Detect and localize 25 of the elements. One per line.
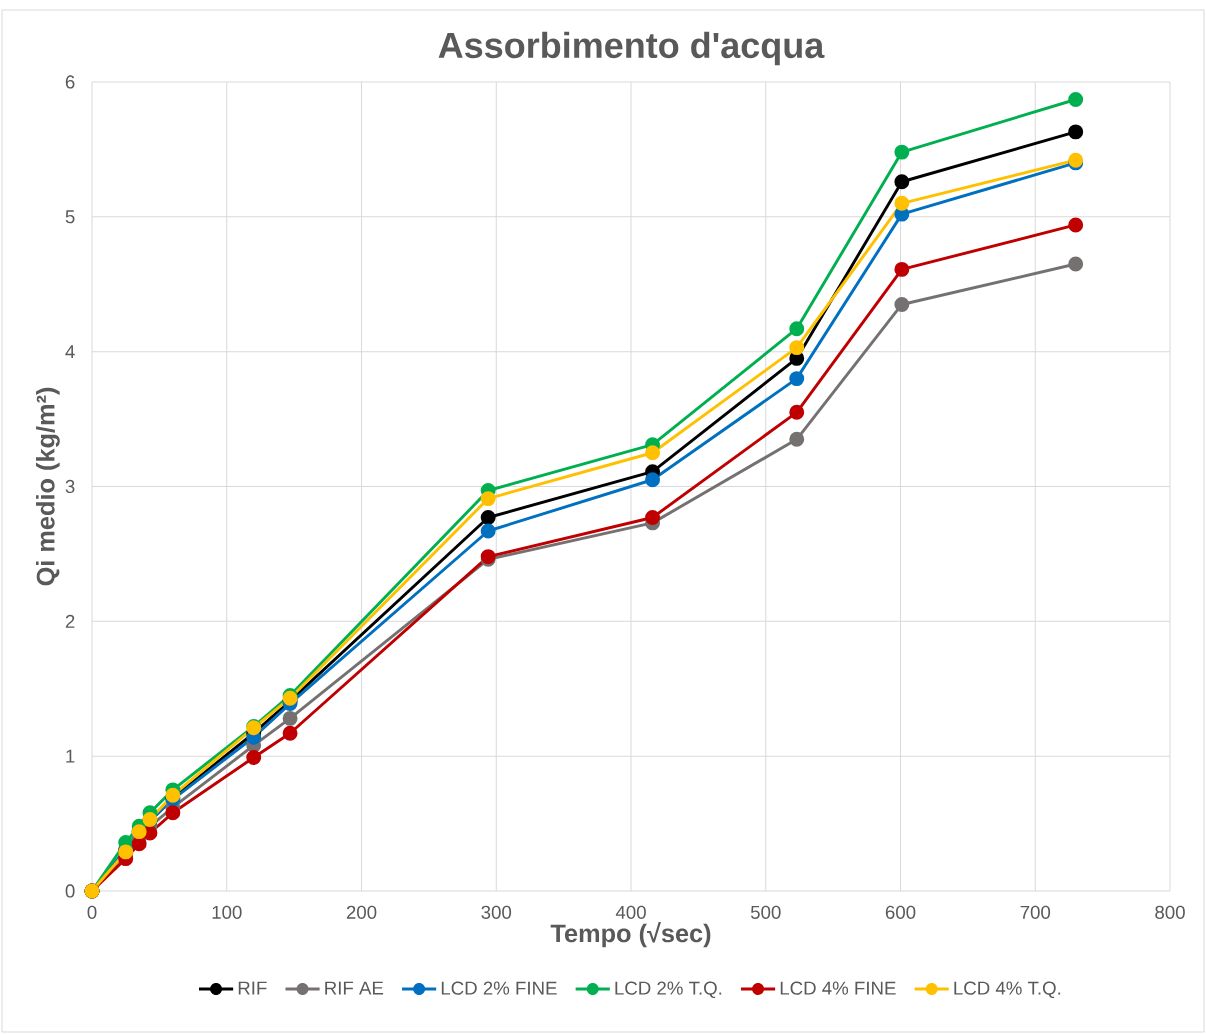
y-tick-label: 6 bbox=[65, 75, 75, 89]
y-axis-title: Qi medio (kg/m²) bbox=[36, 387, 60, 586]
x-tick-label: 0 bbox=[87, 905, 97, 919]
x-tick-label: 800 bbox=[1155, 905, 1185, 919]
x-tick-label: 100 bbox=[212, 905, 242, 919]
y-tick-label: 3 bbox=[65, 479, 75, 494]
x-tick-label: 300 bbox=[481, 905, 512, 919]
y-tick-label: 0 bbox=[65, 884, 75, 898]
chart-title: Assorbimento d'acqua bbox=[438, 31, 825, 66]
y-tick-label: 4 bbox=[65, 345, 75, 359]
legend-label: LCD 2% T.Q. bbox=[615, 981, 722, 999]
legend-label: RIF bbox=[238, 981, 267, 995]
x-axis-title: Tempo (√sec) bbox=[550, 922, 711, 948]
y-tick-label: 5 bbox=[65, 210, 75, 224]
legend-label: RIF AE bbox=[325, 981, 384, 995]
x-tick-label: 200 bbox=[346, 905, 377, 919]
legend-label: LCD 4% FINE bbox=[780, 981, 896, 995]
y-tick-label: 2 bbox=[65, 614, 75, 628]
legend-label: LCD 2% FINE bbox=[441, 981, 557, 995]
x-tick-label: 400 bbox=[615, 905, 646, 919]
x-tick-label: 500 bbox=[750, 905, 781, 919]
x-tick-label: 600 bbox=[885, 905, 916, 919]
y-tick-label: 1 bbox=[66, 749, 75, 763]
legend-label: LCD 4% T.Q. bbox=[954, 981, 1061, 999]
x-tick-label: 700 bbox=[1020, 905, 1051, 919]
